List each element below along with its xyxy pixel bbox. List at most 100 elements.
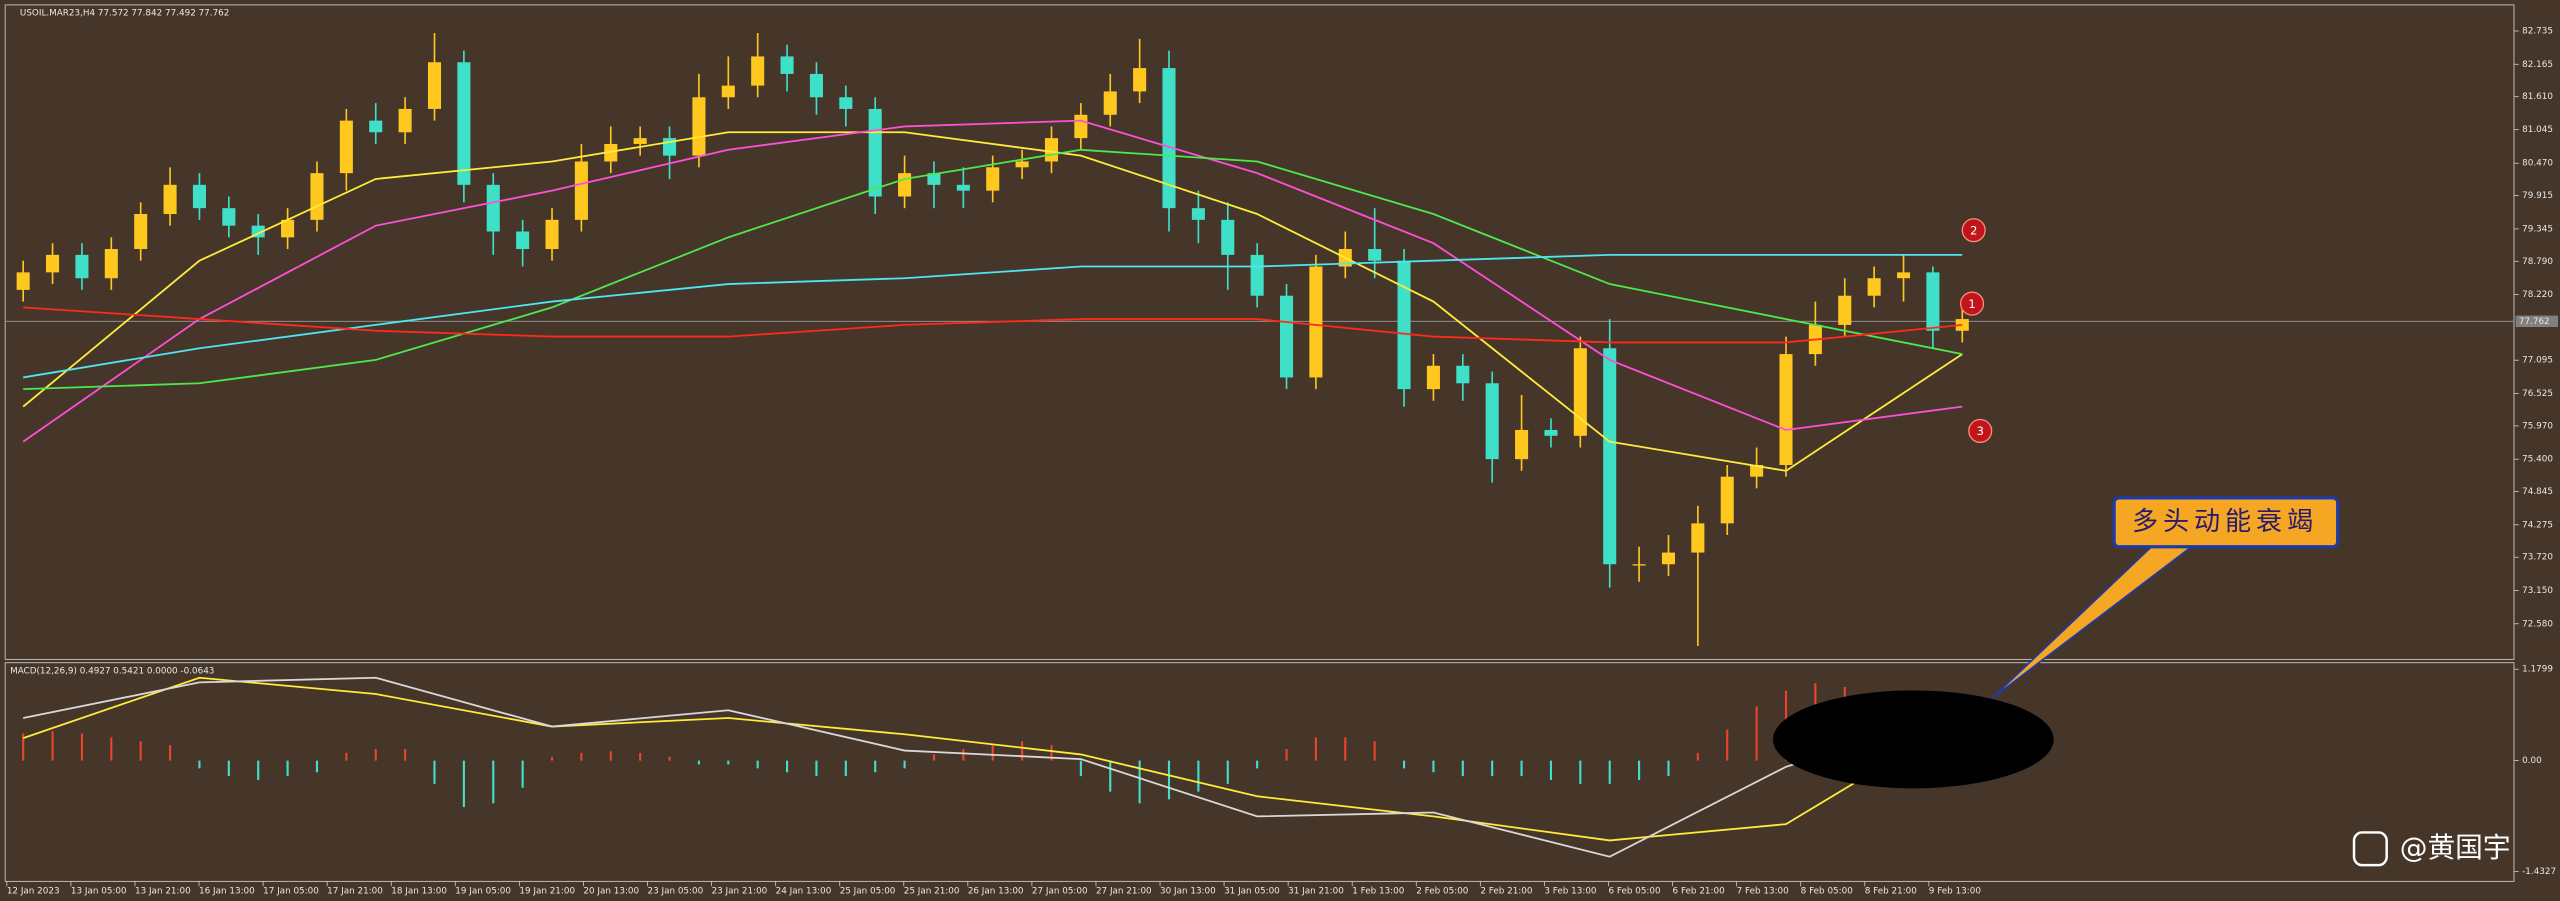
candle-body	[956, 184, 970, 191]
candle-body	[1221, 219, 1235, 255]
x-tick-label: 27 Jan 05:00	[1032, 887, 1088, 897]
y-tick-label: 78.220	[2522, 290, 2553, 300]
y-tick-label: 80.470	[2522, 159, 2553, 169]
overlay-layer: 1 2 3 多头动能衰竭 @黄国宇	[1959, 218, 2511, 867]
callout-box	[2112, 496, 2340, 549]
marker-dot	[1959, 291, 1985, 316]
x-tick-label: 26 Jan 13:00	[968, 887, 1024, 897]
candle-body	[1074, 114, 1088, 139]
y-tick-label: 72.580	[2522, 619, 2553, 629]
macd-title: MACD(12,26,9) 0.4927 0.5421 0.0000 -0.06…	[10, 666, 214, 676]
candle-body	[1250, 254, 1264, 296]
y-tick-label: 74.845	[2522, 487, 2553, 497]
x-tick-label: 8 Feb 21:00	[1865, 887, 1918, 897]
marker-label: 2	[1970, 223, 1977, 237]
candle-body	[1515, 429, 1529, 460]
y-tick-label: 74.275	[2522, 520, 2553, 530]
price-panel	[4, 4, 2515, 660]
candle-body	[839, 97, 853, 109]
candle-body	[1926, 272, 1940, 331]
candle-body	[222, 208, 236, 226]
candle-body	[1397, 260, 1411, 390]
candle-body	[1661, 552, 1676, 565]
candle-body	[1632, 564, 1646, 566]
callout-text: 多头动能衰竭	[2132, 507, 2318, 537]
candle-body	[104, 249, 118, 279]
x-tick-label: 30 Jan 13:00	[1160, 887, 1216, 897]
candle-body	[398, 108, 412, 133]
x-tick-label: 9 Feb 13:00	[1929, 887, 1982, 897]
y-tick-label: 73.720	[2522, 553, 2553, 563]
y-tick-label: 81.610	[2522, 92, 2553, 102]
candle-body	[1573, 348, 1587, 436]
x-tick-label: 25 Jan 21:00	[904, 887, 960, 897]
candle-body	[339, 120, 353, 174]
x-tick-label: 6 Feb 21:00	[1673, 887, 1726, 897]
chart-title: USOIL.MAR23,H4 77.572 77.842 77.492 77.7…	[20, 9, 229, 19]
watermark: @黄国宇	[2400, 831, 2511, 864]
x-tick-label: 31 Jan 05:00	[1224, 887, 1280, 897]
x-tick-label: 2 Feb 21:00	[1480, 887, 1533, 897]
x-tick-label: 16 Jan 13:00	[199, 887, 255, 897]
x-tick-label: 23 Jan 05:00	[648, 887, 704, 897]
last-price-label: 77.762	[2519, 317, 2550, 327]
y-tick-label: 78.790	[2522, 257, 2553, 267]
x-tick-label: 12 Jan 2023	[7, 887, 60, 897]
x-tick-label: 7 Feb 13:00	[1737, 887, 1790, 897]
y-tick-label: 76.525	[2522, 389, 2553, 399]
candle-body	[1867, 278, 1881, 296]
candle-body	[46, 254, 60, 273]
x-tick-label: 18 Jan 13:00	[391, 887, 447, 897]
y-tick-label: 0.00	[2522, 756, 2542, 766]
candle-body	[927, 173, 941, 185]
y-tick-label: 75.400	[2522, 455, 2553, 465]
candle-body	[1720, 476, 1734, 524]
y-tick-label: 75.970	[2522, 421, 2553, 431]
candle-body	[1103, 91, 1117, 115]
candle-body	[16, 272, 30, 290]
indicator-line	[22, 131, 1963, 472]
x-tick-label: 19 Jan 05:00	[455, 887, 511, 897]
marker-label: 1	[1968, 297, 1975, 311]
indicator-line	[23, 306, 1963, 344]
x-tick-label: 23 Jan 21:00	[712, 887, 768, 897]
candle-body	[1896, 272, 1911, 279]
x-tick-label: 24 Jan 13:00	[776, 887, 832, 897]
x-tick-label: 31 Jan 21:00	[1288, 887, 1344, 897]
candle-body	[1544, 429, 1558, 436]
marker-dot	[1961, 218, 1986, 243]
candle-body	[692, 97, 706, 156]
candle-body	[633, 138, 647, 144]
candle-body	[163, 184, 177, 215]
candle-body	[457, 62, 471, 185]
candle-body	[1838, 295, 1852, 325]
candle-body	[369, 120, 383, 133]
y-tick-label: 77.095	[2522, 356, 2553, 366]
x-tick-label: 17 Jan 05:00	[263, 887, 319, 897]
candle-body	[516, 231, 530, 250]
y-tick-label: 79.345	[2522, 224, 2553, 234]
watermark-icon	[2352, 831, 2388, 867]
candle-body	[1779, 354, 1793, 465]
candle-body	[898, 173, 912, 197]
candle-body	[251, 225, 265, 238]
candle-body	[75, 254, 89, 279]
candle-body	[1426, 365, 1440, 390]
candle-body	[1280, 295, 1294, 378]
y-tick-label: 79.915	[2522, 191, 2553, 201]
candle-body	[134, 214, 148, 250]
candle-body	[486, 184, 500, 232]
x-tick-label: 6 Feb 05:00	[1608, 887, 1661, 897]
y-tick-label: 82.165	[2522, 60, 2553, 70]
candle-body	[1485, 383, 1499, 460]
x-tick-label: 2 Feb 05:00	[1416, 887, 1469, 897]
indicator-line	[22, 676, 1963, 842]
x-tick-label: 25 Jan 05:00	[840, 887, 896, 897]
last-price-box	[2515, 315, 2559, 328]
candle-body	[1456, 365, 1470, 384]
candle-body	[1191, 208, 1205, 220]
candle-body	[986, 167, 1000, 191]
candle-body	[1368, 249, 1382, 261]
